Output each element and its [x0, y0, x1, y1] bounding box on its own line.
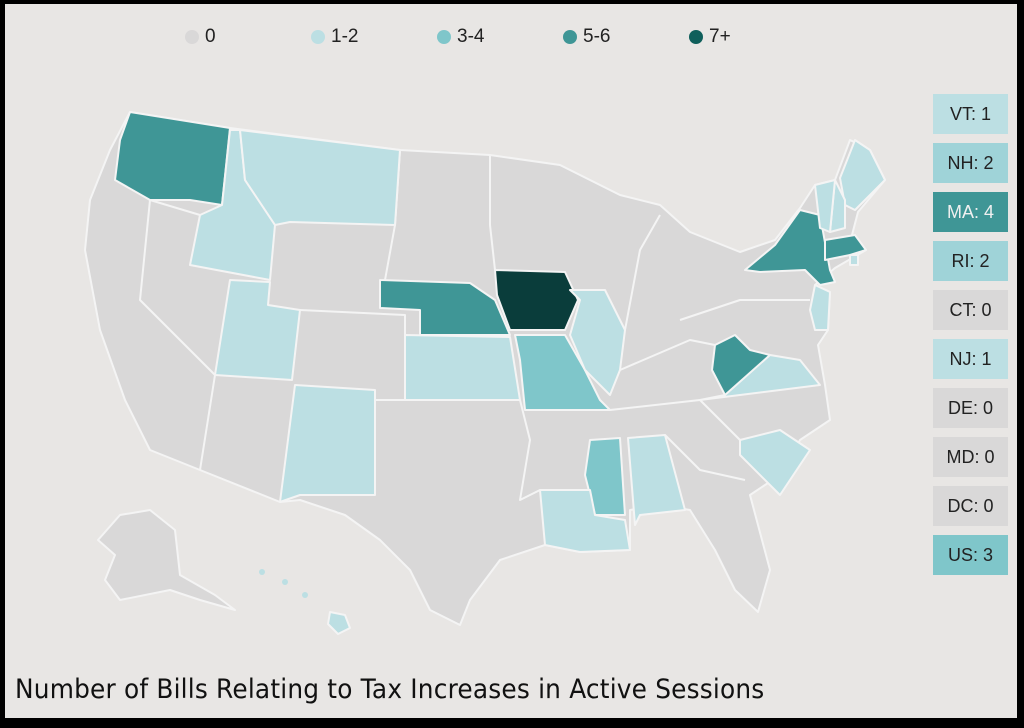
- state-il[interactable]: [569, 289, 626, 396]
- state-box-ma: MA: 4: [933, 192, 1008, 232]
- state-shapes: [97, 111, 886, 635]
- state-hi[interactable]: [327, 611, 351, 635]
- hawaii-island: [259, 569, 265, 575]
- us-map: [84, 111, 886, 635]
- map-panel: 0 1-2 3-4 5-6 7+: [5, 4, 1017, 718]
- state-box-de: DE: 0: [933, 388, 1008, 428]
- state-box-nj: NJ: 1: [933, 339, 1008, 379]
- legend-label: 3-4: [457, 26, 485, 47]
- state-mt[interactable]: [239, 129, 401, 226]
- legend-label: 0: [205, 26, 216, 47]
- state-ri[interactable]: [849, 254, 859, 266]
- state-ia[interactable]: [494, 269, 579, 331]
- legend-swatch: [185, 30, 199, 44]
- legend-item-3-4: 3-4: [437, 26, 563, 48]
- hawaii-island: [302, 592, 308, 598]
- legend-swatch: [437, 30, 451, 44]
- state-ma[interactable]: [824, 234, 867, 261]
- legend-label: 5-6: [583, 26, 611, 47]
- legend-label: 1-2: [331, 26, 359, 47]
- state-ut[interactable]: [214, 279, 301, 381]
- legend-item-5-6: 5-6: [563, 26, 689, 48]
- state-box-md: MD: 0: [933, 437, 1008, 477]
- state-va[interactable]: [699, 354, 821, 401]
- state-ak[interactable]: [97, 509, 236, 611]
- state-ne[interactable]: [379, 279, 511, 336]
- small-states-panel: VT: 1 NH: 2 MA: 4 RI: 2 CT: 0 NJ: 1 DE: …: [933, 94, 1008, 584]
- legend-label: 7+: [709, 26, 731, 47]
- state-mo[interactable]: [514, 334, 611, 411]
- state-box-nh: NH: 2: [933, 143, 1008, 183]
- state-ms[interactable]: [584, 437, 626, 516]
- state-al[interactable]: [627, 434, 686, 526]
- state-box-vt: VT: 1: [933, 94, 1008, 134]
- state-nj[interactable]: [809, 284, 831, 331]
- legend-swatch: [311, 30, 325, 44]
- state-ny[interactable]: [744, 209, 836, 286]
- state-box-ri: RI: 2: [933, 241, 1008, 281]
- hawaii-island: [282, 579, 288, 585]
- state-box-us: US: 3: [933, 535, 1008, 575]
- legend-item-1-2: 1-2: [311, 26, 437, 48]
- state-la[interactable]: [539, 489, 631, 553]
- state-sc[interactable]: [739, 429, 811, 496]
- state-box-dc: DC: 0: [933, 486, 1008, 526]
- state-nm[interactable]: [279, 384, 376, 503]
- legend-item-7plus: 7+: [689, 26, 815, 48]
- legend-swatch: [563, 30, 577, 44]
- map-title: Number of Bills Relating to Tax Increase…: [15, 674, 765, 705]
- state-ks[interactable]: [404, 334, 521, 401]
- legend-swatch: [689, 30, 703, 44]
- state-box-ct: CT: 0: [933, 290, 1008, 330]
- state-vt[interactable]: [814, 179, 836, 233]
- legend-item-0: 0: [185, 26, 311, 48]
- legend: 0 1-2 3-4 5-6 7+: [185, 26, 815, 48]
